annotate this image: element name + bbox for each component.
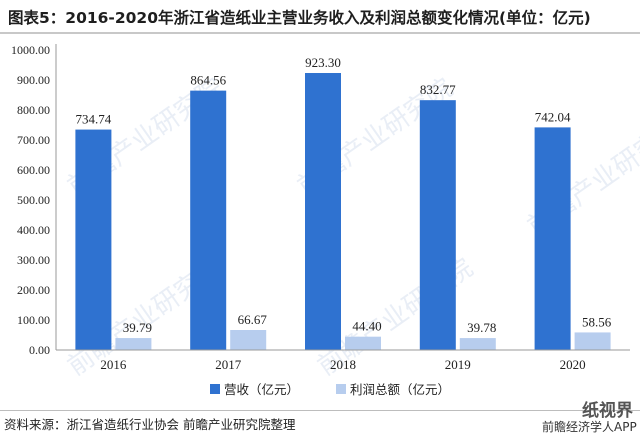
footer-divider bbox=[0, 410, 640, 411]
legend-swatch-revenue bbox=[210, 384, 220, 394]
x-tick-label: 2019 bbox=[445, 357, 471, 372]
x-tick-label: 2020 bbox=[560, 357, 586, 372]
title-divider bbox=[0, 32, 640, 34]
revenue-value-label: 864.56 bbox=[190, 73, 226, 88]
source-note: 资料来源：浙江省造纸行业协会 前瞻产业研究院整理 bbox=[4, 417, 296, 432]
y-tick-label: 200.00 bbox=[17, 283, 50, 297]
y-axis: 0.00 100.00 200.00 300.00 400.00 500.00 600.00… bbox=[11, 43, 57, 357]
x-tick-label: 2016 bbox=[100, 357, 127, 372]
revenue-bar bbox=[190, 90, 227, 350]
revenue-bar bbox=[305, 73, 341, 350]
profit-bar bbox=[230, 329, 267, 350]
y-tick-label: 700.00 bbox=[17, 133, 50, 147]
y-tick-label: 0.00 bbox=[29, 343, 50, 357]
revenue-bar bbox=[419, 100, 456, 350]
profit-bar bbox=[459, 338, 496, 350]
revenue-value-label: 742.04 bbox=[535, 109, 571, 124]
revenue-bar bbox=[75, 129, 112, 350]
legend-label-profit: 利润总额（亿元） bbox=[350, 382, 450, 397]
profit-bar bbox=[574, 332, 611, 350]
profit-value-label: 44.40 bbox=[352, 319, 381, 334]
y-tick-label: 300.00 bbox=[17, 253, 50, 267]
y-tick-label: 900.00 bbox=[17, 73, 50, 87]
legend-swatch-profit bbox=[336, 384, 346, 394]
y-tick-label: 400.00 bbox=[17, 223, 50, 237]
profit-bar bbox=[345, 336, 381, 350]
profit-value-label: 39.79 bbox=[123, 320, 152, 335]
profit-value-label: 66.67 bbox=[238, 312, 268, 327]
x-tick-label: 2018 bbox=[330, 357, 356, 372]
y-tick-label: 100.00 bbox=[17, 313, 50, 327]
profit-value-label: 39.78 bbox=[467, 320, 496, 335]
revenue-value-label: 923.30 bbox=[305, 55, 341, 70]
bars-layer: 734.74 39.79 864.56 66.67 923.30 44.40 832.77 3… bbox=[75, 55, 612, 350]
brand-logo: 纸视界 前瞻经济学人APP bbox=[538, 396, 638, 440]
app-logo-text: 前瞻经济学人APP bbox=[542, 420, 637, 434]
revenue-bar bbox=[534, 127, 571, 350]
legend-label-revenue: 营收（亿元） bbox=[224, 382, 299, 397]
profit-value-label: 58.56 bbox=[582, 314, 612, 329]
legend: 营收（亿元） 利润总额（亿元） bbox=[210, 382, 450, 397]
revenue-value-label: 832.77 bbox=[420, 82, 456, 97]
y-tick-label: 800.00 bbox=[17, 103, 50, 117]
revenue-value-label: 734.74 bbox=[76, 112, 112, 127]
chart-title: 图表5：2016-2020年浙江省造纸业主营业务收入及利润总额变化情况(单位：亿… bbox=[8, 9, 591, 27]
brand-logo-text: 纸视界 bbox=[582, 401, 633, 421]
y-tick-label: 1000.00 bbox=[11, 43, 50, 57]
x-axis: 2016 2017 2018 2019 2020 bbox=[56, 349, 630, 372]
y-tick-label: 600.00 bbox=[17, 163, 50, 177]
y-tick-label: 500.00 bbox=[17, 193, 50, 207]
x-tick-label: 2017 bbox=[215, 357, 242, 372]
profit-bar bbox=[115, 338, 152, 350]
